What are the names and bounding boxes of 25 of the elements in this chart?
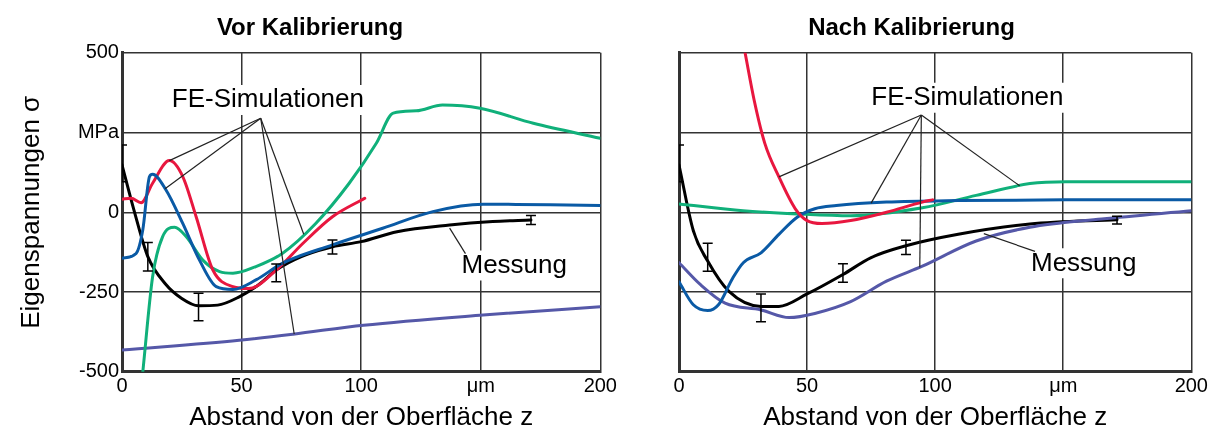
x-tick-label: 50: [795, 374, 819, 397]
x-axis-title: Abstand von der Oberfläche z: [189, 400, 534, 431]
x-tick-label: 0: [673, 374, 685, 397]
line-series: [122, 305, 601, 352]
x-axis-title: Abstand von der Oberfläche z: [763, 400, 1108, 431]
x-tick-label: 200: [1174, 374, 1208, 397]
y-tick-label: MPa: [77, 120, 120, 143]
x-tick-label: 200: [583, 374, 617, 397]
y-tick-label: -250: [78, 279, 119, 302]
series-label: Messung: [1030, 246, 1137, 277]
x-tick-label: 100: [918, 374, 952, 397]
y-tick-label: 0: [107, 199, 119, 222]
x-tick-label: 50: [230, 374, 253, 397]
series-label: Messung: [461, 248, 567, 279]
line-series: [122, 159, 367, 291]
x-tick-label: 100: [344, 374, 378, 397]
x-tick-label: μm: [1049, 374, 1078, 397]
annotation: FE-Simulationen: [171, 83, 364, 114]
annotation: FE-Simulationen: [871, 80, 1064, 111]
chart-title: Vor Kalibrierung: [216, 13, 404, 41]
chart-title: Nach Kalibrierung: [808, 13, 1015, 41]
y-axis-title: Eigenspannungen σ: [14, 95, 45, 329]
y-tick-label: 500: [85, 40, 119, 63]
x-tick-label: μm: [466, 374, 495, 397]
line-series: [122, 172, 601, 291]
